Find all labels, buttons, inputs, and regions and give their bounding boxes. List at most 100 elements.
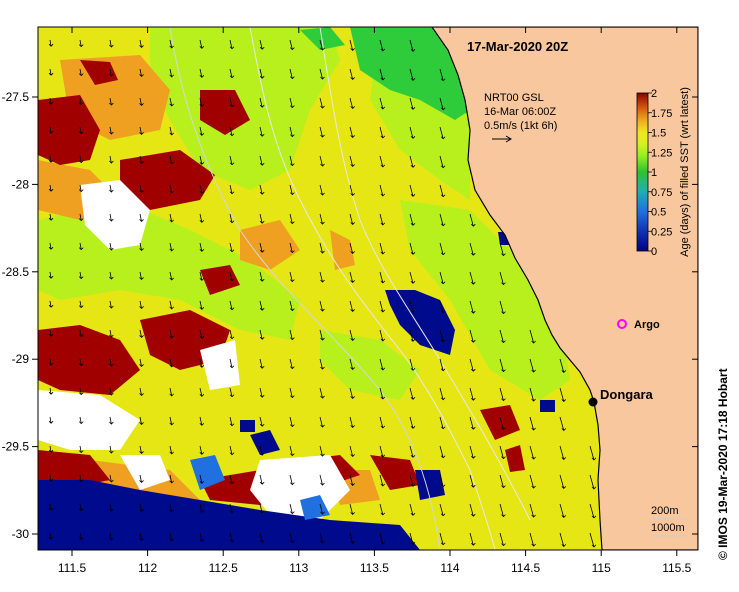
current-vector xyxy=(349,126,354,138)
current-vector-head xyxy=(139,277,144,281)
current-vector xyxy=(169,387,173,396)
current-vector xyxy=(409,474,414,487)
current-vector xyxy=(229,358,233,368)
current-vector-head xyxy=(109,479,114,483)
current-vector-head xyxy=(501,514,506,518)
current-vector xyxy=(379,126,384,138)
current-vector-head xyxy=(561,370,567,374)
current-vector-head xyxy=(471,252,476,256)
current-vector xyxy=(349,213,354,225)
current-vector xyxy=(259,68,263,79)
current-vector-head xyxy=(350,512,355,516)
current-vector xyxy=(259,474,263,485)
current-vector-head xyxy=(380,193,386,197)
current-vector-head xyxy=(531,543,536,547)
current-vector xyxy=(289,532,293,543)
current-vector xyxy=(289,271,293,282)
current-vector xyxy=(559,474,565,489)
current-vector-head xyxy=(259,278,265,282)
current-vector xyxy=(199,242,203,252)
current-vector xyxy=(139,416,142,425)
current-vectors xyxy=(48,39,597,548)
current-vector-head xyxy=(290,105,295,109)
current-vector-head xyxy=(471,426,476,430)
current-vector xyxy=(139,68,142,77)
current-vector-head xyxy=(531,456,536,460)
current-vector-head xyxy=(229,162,235,166)
current-vector xyxy=(499,300,504,314)
current-vector xyxy=(79,474,82,482)
current-vector-head xyxy=(109,131,114,135)
current-vector xyxy=(469,213,474,227)
current-vector-head xyxy=(78,160,84,164)
current-vector-head xyxy=(48,101,54,105)
current-vector-head xyxy=(169,161,174,165)
current-vector xyxy=(109,416,112,425)
current-vector xyxy=(169,242,173,251)
current-vector-head xyxy=(290,540,295,544)
current-vector-head xyxy=(78,276,84,280)
current-vector xyxy=(109,155,112,164)
current-vector-head xyxy=(320,279,325,283)
current-vector-head xyxy=(229,365,235,369)
current-vector-head xyxy=(78,334,84,338)
current-vector xyxy=(79,68,82,76)
current-vector xyxy=(319,184,323,196)
current-vector xyxy=(109,39,112,48)
current-vector xyxy=(139,213,142,222)
current-vector xyxy=(319,242,323,254)
current-vector-head xyxy=(290,424,295,428)
current-vector xyxy=(529,387,535,402)
current-vector xyxy=(79,503,82,511)
current-info: NRT00 GSL 16-Mar 06:00Z 0.5m/s (1kt 6h) xyxy=(484,92,557,143)
current-vector xyxy=(229,532,233,542)
current-vector-head xyxy=(350,251,355,255)
current-vector-head xyxy=(78,305,84,309)
current-vector xyxy=(289,242,293,253)
current-vector-head xyxy=(109,363,114,367)
current-vector xyxy=(409,329,414,342)
current-vector xyxy=(229,503,233,513)
current-vector xyxy=(379,155,384,167)
current-vector-head xyxy=(169,480,174,484)
current-vector-head xyxy=(290,337,295,341)
current-time-label: 16-Mar 06:00Z xyxy=(484,106,556,118)
current-vector-head xyxy=(259,539,265,543)
colorbar-tick-label: 0.75 xyxy=(651,187,672,199)
current-vector xyxy=(319,213,323,225)
current-vector-head xyxy=(229,75,235,79)
current-vector xyxy=(319,474,323,486)
current-vector-head xyxy=(471,455,476,459)
current-vector xyxy=(229,39,233,49)
current-vector-head xyxy=(380,367,386,371)
current-vector xyxy=(139,155,142,164)
current-vector-head xyxy=(531,514,536,518)
current-vector xyxy=(319,97,323,109)
current-vector xyxy=(259,329,263,340)
current-vector-head xyxy=(139,393,144,397)
current-vector-head xyxy=(199,539,205,542)
current-vector xyxy=(289,126,293,137)
current-vector-head xyxy=(440,455,446,459)
current-vector-head xyxy=(78,218,84,222)
current-vector-head xyxy=(471,368,476,372)
current-vector-head xyxy=(501,340,506,344)
current-vector xyxy=(319,532,323,544)
current-vector-head xyxy=(380,222,386,226)
current-vector xyxy=(409,68,414,81)
current-vector xyxy=(49,329,52,337)
current-vector-head xyxy=(380,48,386,52)
current-vector-head xyxy=(109,73,114,77)
current-vector-head xyxy=(320,511,325,515)
current-vector-head xyxy=(199,75,205,78)
current-vector-head xyxy=(380,164,386,168)
colorbar-tick-label: 1.25 xyxy=(651,147,672,159)
current-vector-head xyxy=(380,135,386,139)
current-vector xyxy=(79,155,82,163)
current-vector xyxy=(349,68,354,80)
current-vector-head xyxy=(380,77,386,81)
current-vector-head xyxy=(320,424,325,428)
current-vector-head xyxy=(139,161,144,165)
current-vector-head xyxy=(229,452,235,456)
current-vector-head xyxy=(139,335,144,339)
